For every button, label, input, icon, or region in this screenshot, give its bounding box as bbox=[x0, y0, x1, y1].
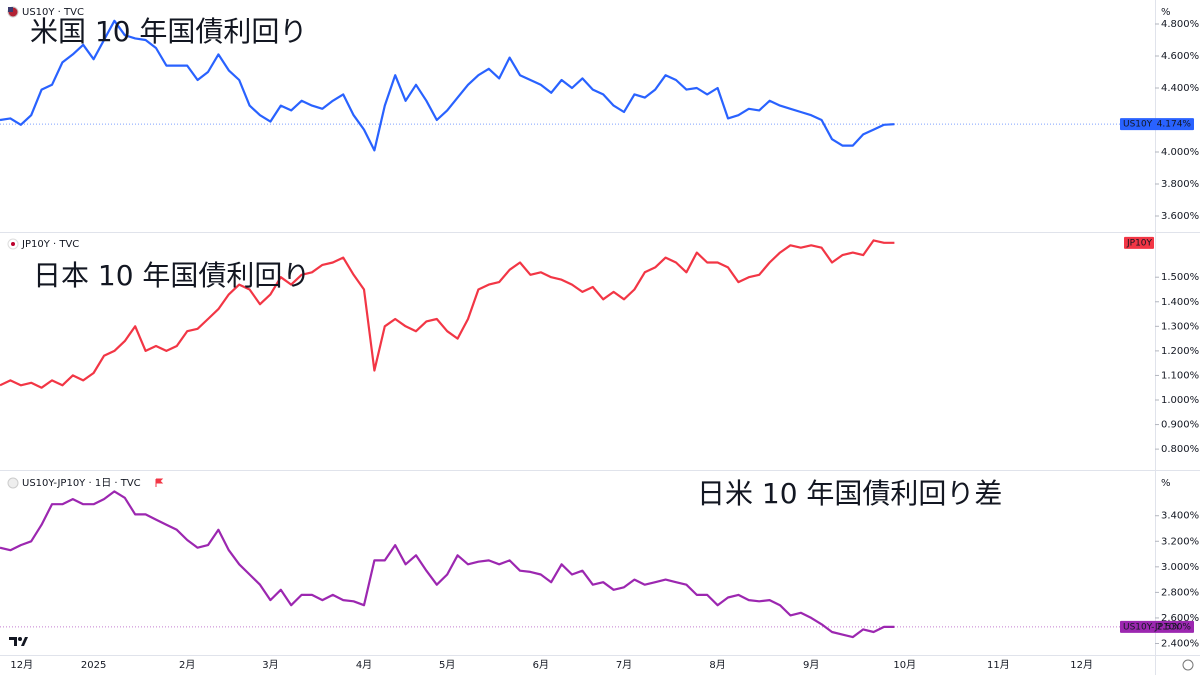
tradingview-logo bbox=[9, 637, 28, 646]
y-tick-label: 4.400% bbox=[1161, 83, 1199, 94]
y-tick-label: 1.400% bbox=[1161, 297, 1199, 308]
series-header: US10Y-JP10Y · 1日 · TVC bbox=[22, 478, 141, 489]
last-value-name: JP10Y bbox=[1126, 238, 1153, 248]
jp-flag-dot bbox=[11, 242, 15, 246]
y-axis-unit: % bbox=[1161, 478, 1171, 489]
x-tick-label: 9月 bbox=[803, 659, 819, 671]
y-tick-label: 0.800% bbox=[1161, 444, 1199, 455]
flag-marker bbox=[155, 478, 164, 487]
series-annotation: 日米 10 年国債利回り差 bbox=[697, 477, 1002, 510]
y-tick-label: 4.800% bbox=[1161, 19, 1199, 30]
logo-part bbox=[21, 637, 28, 646]
logo-part bbox=[9, 637, 17, 646]
x-tick-label: 5月 bbox=[439, 659, 455, 671]
y-tick-label: 1.300% bbox=[1161, 321, 1199, 332]
y-tick-label: 3.400% bbox=[1161, 511, 1199, 522]
x-tick-label: 2025 bbox=[81, 660, 106, 671]
x-tick-label: 10月 bbox=[893, 659, 916, 671]
x-tick-label: 2月 bbox=[179, 659, 195, 671]
y-tick-label: 4.000% bbox=[1161, 147, 1199, 158]
series-line bbox=[0, 19, 895, 152]
x-tick-label: 12月 bbox=[10, 659, 33, 671]
x-tick-label: 7月 bbox=[616, 659, 632, 671]
y-tick-label: 3.600% bbox=[1161, 211, 1199, 222]
last-value-name: US10Y-JP10Y bbox=[1123, 622, 1180, 632]
series-line bbox=[0, 239, 895, 389]
logo-part bbox=[18, 637, 22, 641]
settings-icon[interactable] bbox=[1182, 659, 1194, 671]
last-value-tag bbox=[1120, 620, 1194, 633]
series-annotation: 日本 10 年国債利回り bbox=[33, 259, 310, 292]
x-tick-label: 8月 bbox=[709, 659, 725, 671]
spread-icon bbox=[7, 477, 19, 489]
x-tick-label: 3月 bbox=[262, 659, 278, 671]
y-tick-label: 2.600% bbox=[1161, 613, 1199, 624]
y-tick-label: 2.400% bbox=[1161, 639, 1199, 650]
series-annotation: 米国 10 年国債利回り bbox=[30, 15, 307, 48]
series-header: JP10Y · TVC bbox=[21, 239, 79, 250]
y-tick-label: 1.100% bbox=[1161, 370, 1199, 381]
us-flag-canton bbox=[8, 7, 13, 12]
y-axis-unit: % bbox=[1161, 7, 1171, 18]
y-tick-label: 2.800% bbox=[1161, 587, 1199, 598]
last-value-label: 2.530% bbox=[1157, 622, 1192, 632]
last-value-tag bbox=[1120, 118, 1194, 131]
y-tick-label: 1.500% bbox=[1161, 272, 1199, 283]
y-tick-label: 3.000% bbox=[1161, 562, 1199, 573]
series-header: US10Y · TVC bbox=[22, 7, 84, 18]
y-tick-label: 1.200% bbox=[1161, 346, 1199, 357]
last-value-tag bbox=[1124, 236, 1154, 249]
last-value-name: US10Y bbox=[1123, 120, 1153, 130]
y-tick-label: 3.800% bbox=[1161, 179, 1199, 190]
x-tick-label: 11月 bbox=[987, 659, 1010, 671]
x-tick-label: 12月 bbox=[1070, 659, 1093, 671]
y-tick-label: 1.000% bbox=[1161, 395, 1199, 406]
series-line bbox=[0, 490, 895, 639]
y-tick-label: 3.200% bbox=[1161, 536, 1199, 547]
x-tick-label: 6月 bbox=[533, 659, 549, 671]
y-tick-label: 0.900% bbox=[1161, 420, 1199, 431]
last-value-label: 4.174% bbox=[1157, 120, 1192, 130]
y-tick-label: 4.600% bbox=[1161, 51, 1199, 62]
x-tick-label: 4月 bbox=[356, 659, 372, 671]
